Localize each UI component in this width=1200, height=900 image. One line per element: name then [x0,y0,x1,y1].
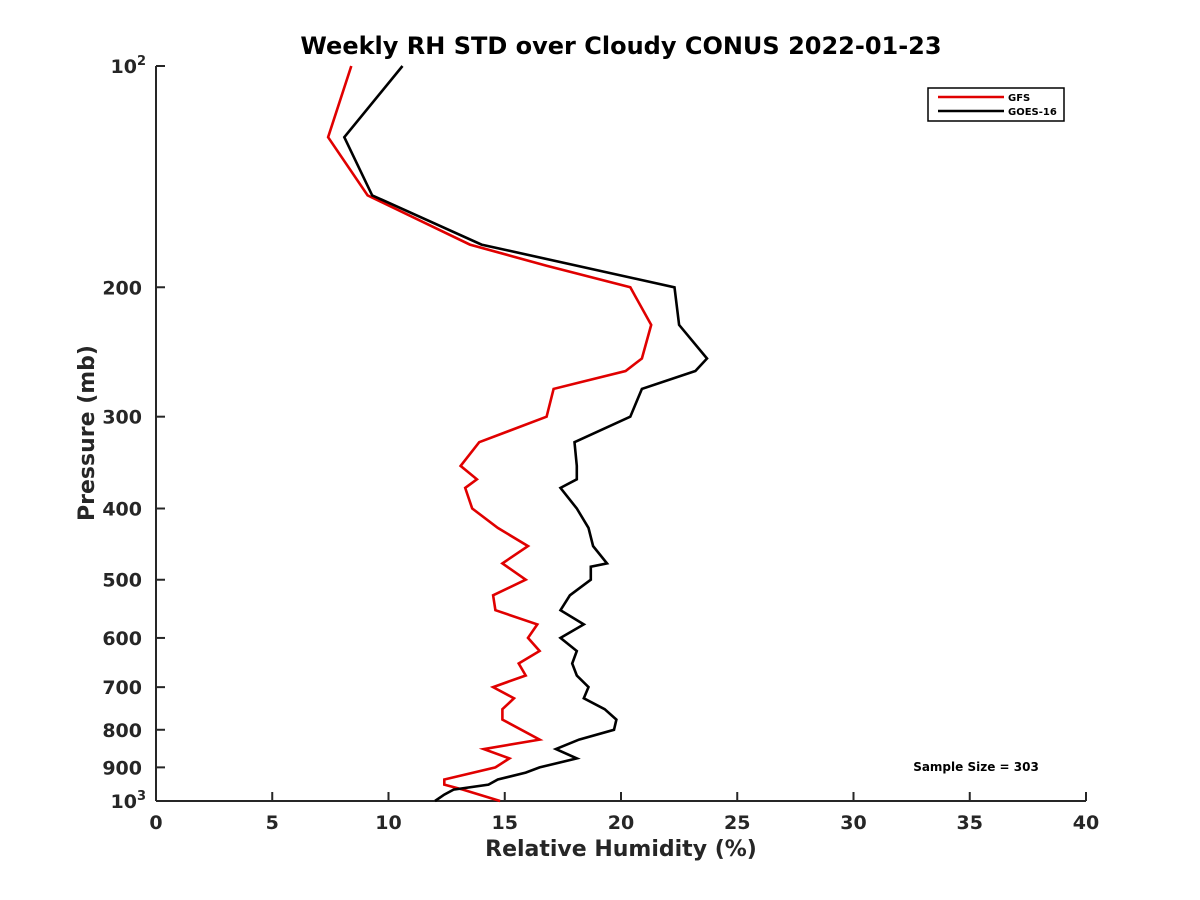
series-line-goes16 [342,65,709,803]
x-tick-label: 0 [149,812,162,834]
series-group [326,65,709,803]
sample-size-annotation: Sample Size = 303 [913,760,1039,774]
y-tick-label: 300 [102,407,142,429]
x-tick-label: 20 [608,812,634,834]
y-tick-label: 500 [102,570,142,592]
x-tick-label: 15 [492,812,518,834]
x-axis-label: Relative Humidity (%) [485,837,757,862]
legend-box [927,87,1065,122]
x-ticks: 0 5 10 15 20 25 30 35 40 [149,792,1099,834]
series-line-gfs [326,65,653,803]
y-tick-label: 600 [102,628,142,650]
y-ticks: 102 200 300 400 500 600 700 800 900 103 [102,54,165,813]
legend-label-goes16: GOES-16 [1008,107,1057,118]
x-tick-label: 35 [957,812,983,834]
plot-area [155,66,1086,802]
x-tick-label: 5 [266,812,279,834]
y-tick-label: 900 [102,757,142,779]
chart-title: Weekly RH STD over Cloudy CONUS 2022-01-… [300,32,941,60]
y-tick-label: 102 [111,54,147,78]
y-tick-label: 700 [102,677,142,699]
x-tick-label: 25 [724,812,750,834]
y-tick-label: 400 [102,499,142,521]
y-axis-label: Pressure (mb) [75,345,100,521]
x-tick-label: 30 [840,812,866,834]
legend-label-gfs: GFS [1008,93,1030,104]
y-tick-label: 800 [102,720,142,742]
legend: GFS GOES-16 [927,87,1065,122]
y-tick-label: 200 [102,277,142,299]
x-tick-label: 10 [375,812,401,834]
y-tick-label: 103 [111,789,147,813]
x-tick-label: 40 [1073,812,1099,834]
